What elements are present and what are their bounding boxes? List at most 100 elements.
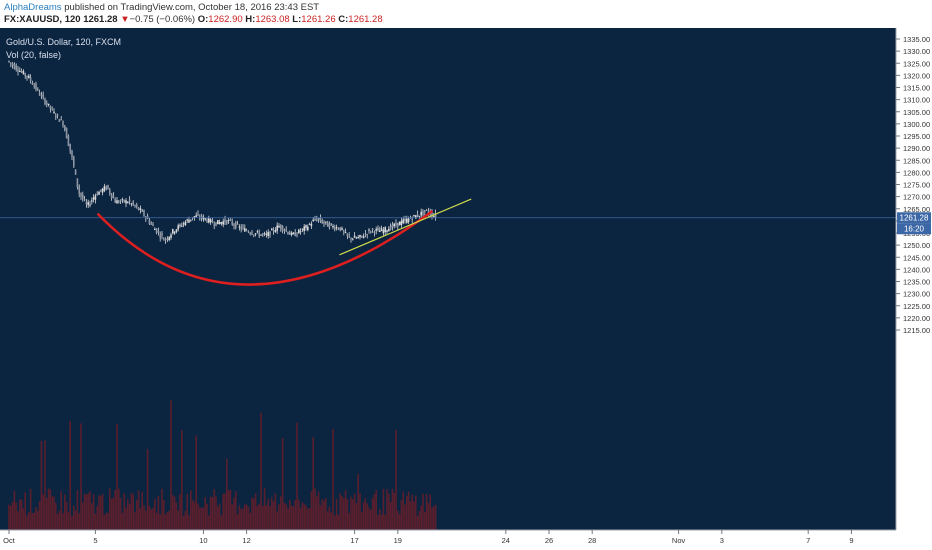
symbol-label[interactable]: FX:XAUUSD, 120 — [4, 14, 81, 25]
candle-body — [136, 204, 138, 207]
down-arrow-icon: ▼ — [120, 14, 130, 25]
time-axis[interactable] — [0, 530, 932, 550]
author-link[interactable]: AlphaDreams — [4, 2, 62, 13]
chart-background[interactable] — [0, 28, 896, 530]
candle-body — [294, 232, 296, 237]
candle-body — [375, 228, 377, 231]
candle-body — [141, 210, 143, 212]
volume-bar — [418, 511, 421, 530]
candle-body — [308, 223, 311, 225]
volume-bar — [353, 493, 356, 530]
volume-bar — [200, 507, 203, 530]
time-tick-label: Oct — [3, 536, 16, 545]
candle-body — [328, 223, 331, 229]
candle-body — [326, 221, 329, 227]
candle-body — [413, 215, 415, 217]
candle-body — [76, 178, 79, 188]
candle-body — [357, 237, 359, 239]
candle-body — [211, 220, 214, 223]
volume-bar — [211, 497, 214, 530]
candle-body — [247, 231, 250, 233]
volume-bar — [116, 423, 118, 530]
volume-bar — [157, 495, 160, 530]
candle-body — [341, 228, 343, 230]
volume-bar — [143, 505, 145, 530]
volume-bar — [103, 514, 106, 530]
candle-body — [85, 202, 88, 205]
candle-body — [146, 215, 149, 220]
candle-body — [368, 229, 370, 231]
volume-bar — [145, 510, 147, 530]
high-label: H: — [245, 14, 256, 25]
candle-body — [348, 235, 350, 237]
price-tick-label: 1280.00 — [903, 168, 930, 177]
price-tick-label: 1220.00 — [903, 314, 930, 323]
price-tick-label: 1235.00 — [903, 278, 930, 287]
volume-indicator-title[interactable]: Vol (20, false) — [6, 50, 62, 60]
volume-bar — [332, 428, 334, 530]
volume-bar — [130, 492, 133, 530]
candle-body — [35, 83, 37, 90]
candle-body — [51, 108, 53, 110]
volume-bar — [67, 512, 70, 530]
candle-body — [406, 218, 408, 223]
volume-bar — [89, 491, 91, 530]
volume-bar — [13, 490, 16, 530]
volume-bar — [334, 515, 336, 530]
candle-body — [139, 208, 142, 210]
low-label: L: — [292, 14, 302, 25]
volume-bar — [154, 499, 156, 530]
volume-bar — [294, 500, 296, 530]
volume-bar — [152, 507, 154, 530]
candle-body — [364, 233, 367, 235]
candle-body — [420, 211, 422, 216]
candle-body — [350, 237, 352, 240]
candle-body — [10, 62, 12, 64]
support-trendline[interactable] — [339, 198, 472, 256]
price-tick-label: 1270.00 — [903, 193, 930, 202]
candle-body — [213, 224, 215, 226]
last-price: 1261.28 — [83, 14, 118, 25]
rounded-bottom-curve[interactable] — [96, 210, 434, 286]
volume-bar — [343, 498, 345, 530]
volume-bar — [337, 514, 340, 530]
price-chart[interactable]: 1335.00 1330.00 1325.00 1320.00 1315.00 1310.… — [0, 28, 932, 550]
volume-bar — [307, 508, 309, 530]
candle-body — [382, 229, 385, 234]
price-axis[interactable] — [896, 28, 932, 530]
volume-bar — [170, 400, 172, 530]
series-title[interactable]: Gold/U.S. Dollar, 120, FXCM — [6, 37, 122, 47]
candle-body — [208, 218, 210, 223]
volume-bar — [29, 488, 32, 530]
volume-bar — [35, 507, 37, 530]
candle-body — [265, 234, 268, 236]
volume-bar — [348, 512, 350, 530]
candle-body — [231, 221, 233, 225]
volume-bar — [362, 502, 365, 530]
price-tick-label: 1330.00 — [903, 47, 930, 56]
candle-body — [274, 230, 277, 233]
candle-body — [168, 236, 170, 241]
volume-bar — [364, 498, 367, 530]
volume-bar — [179, 494, 181, 530]
volume-bar — [271, 497, 273, 530]
volume-bar — [17, 511, 19, 530]
volume-bar — [384, 514, 386, 530]
candle-body — [325, 221, 327, 223]
volume-bar — [24, 492, 26, 530]
volume-bar — [398, 514, 401, 530]
volume-bar — [425, 493, 428, 530]
volume-bar — [47, 488, 50, 530]
candle-body — [271, 228, 273, 231]
candle-body — [101, 188, 104, 193]
candle-body — [312, 219, 314, 222]
candle-body — [53, 111, 55, 113]
price-tick-label: 1285.00 — [903, 156, 930, 165]
open-value: 1262.90 — [208, 14, 243, 25]
volume-bar — [20, 499, 23, 530]
candle-body — [181, 225, 183, 227]
volume-bar — [218, 503, 221, 530]
volume-bar — [8, 504, 10, 530]
candle-body — [262, 233, 264, 235]
volume-bar — [276, 511, 278, 530]
